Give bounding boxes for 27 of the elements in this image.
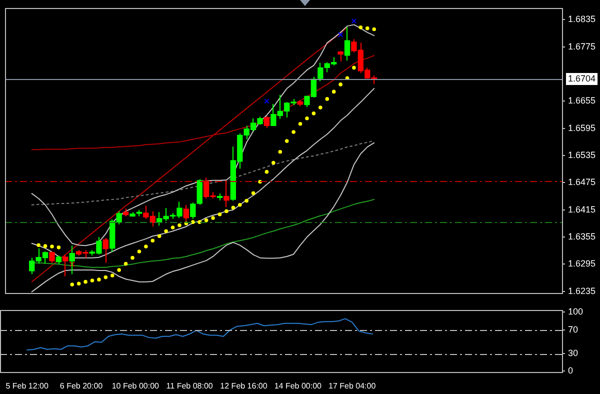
y-tick-label: 1.6295 bbox=[568, 258, 596, 269]
y-tick-label: 0 bbox=[568, 366, 574, 376]
x-tick-label: 14 Feb 00:00 bbox=[274, 381, 322, 390]
y-tick-label: 1.6475 bbox=[568, 177, 596, 188]
point bbox=[69, 262, 75, 267]
point bbox=[264, 98, 270, 104]
y-tick-label: 1.6835 bbox=[568, 14, 596, 24]
ref-line-label: 1.6704 bbox=[568, 74, 596, 84]
x-tick-label: 10 Feb 00:00 bbox=[112, 381, 160, 390]
x-tick-label: 17 Feb 04:00 bbox=[328, 381, 376, 390]
x-tick-label: 6 Feb 20:00 bbox=[60, 381, 104, 390]
y-tick-label: 70 bbox=[568, 324, 578, 334]
x-tick-label: 11 Feb 08:00 bbox=[166, 381, 214, 390]
y-tick-label: 1.6655 bbox=[568, 96, 596, 106]
y-tick-label: 1.6415 bbox=[568, 204, 596, 214]
point bbox=[338, 32, 344, 38]
y-tick-label: 30 bbox=[568, 348, 578, 358]
y-tick-label: 1.6235 bbox=[568, 286, 596, 296]
y-tick-label: 1.6355 bbox=[568, 231, 596, 242]
x-tick-label: 12 Feb 16:00 bbox=[220, 381, 268, 390]
y-tick-label: 1.6775 bbox=[568, 41, 596, 52]
line-series bbox=[31, 140, 375, 206]
point bbox=[351, 18, 357, 24]
y-tick-label: 100 bbox=[568, 306, 584, 317]
y-tick-label: 1.6595 bbox=[568, 122, 596, 133]
y-tick-label: 1.6535 bbox=[568, 150, 596, 160]
x-tick-label: 5 Feb 12:00 bbox=[6, 381, 49, 390]
